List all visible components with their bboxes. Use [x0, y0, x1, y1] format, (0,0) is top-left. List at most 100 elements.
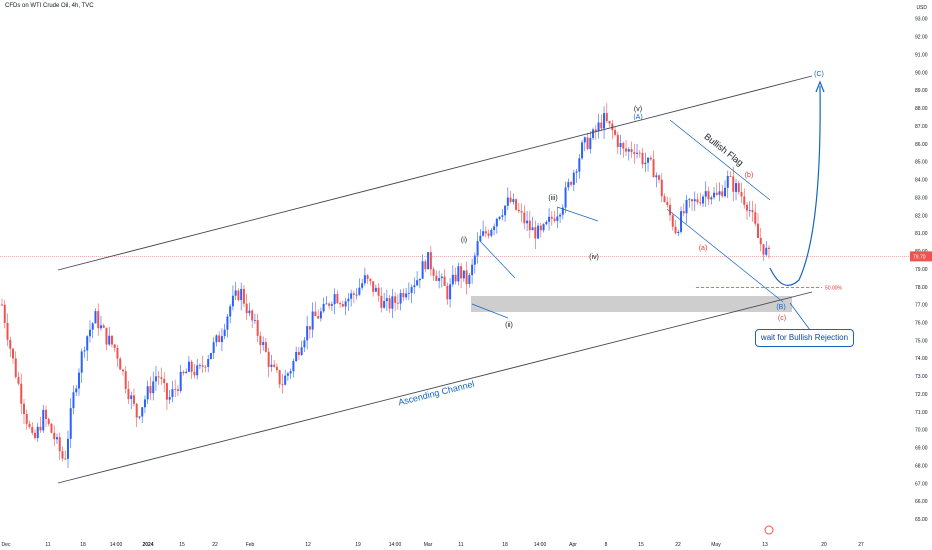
candle-body — [264, 342, 267, 352]
candle-body — [209, 353, 212, 360]
callout-pointer — [789, 302, 811, 331]
candle-body — [652, 159, 655, 178]
y-tick-label: 91.00 — [915, 52, 928, 58]
candle-body — [768, 247, 770, 249]
y-tick-label: 89.00 — [915, 88, 928, 94]
candle-body — [751, 210, 754, 213]
x-tick-label: 12 — [305, 542, 311, 548]
candle-body — [421, 261, 424, 279]
candle-body — [149, 386, 152, 394]
candle-body — [468, 275, 471, 284]
candle-body — [311, 311, 314, 330]
candle-body — [490, 229, 493, 236]
candle-body — [710, 197, 713, 200]
candle-body — [366, 275, 369, 279]
candle-body — [229, 306, 232, 317]
candle-body — [586, 137, 589, 150]
candle-body — [647, 157, 650, 163]
x-tick-label: 2024 — [142, 542, 153, 548]
candle-body — [482, 231, 485, 236]
candle-body — [218, 335, 221, 342]
candle-body — [207, 359, 210, 367]
candle-body — [286, 373, 289, 376]
x-tick-label: 8 — [605, 542, 608, 548]
candle-body — [44, 409, 47, 419]
candle-body — [61, 451, 64, 459]
candle-body — [564, 187, 567, 208]
candle-body — [182, 371, 185, 374]
candle-body — [333, 294, 336, 305]
candle-body — [548, 216, 551, 222]
candle-body — [534, 227, 537, 239]
candle-body — [680, 211, 683, 232]
candle-body — [363, 275, 366, 284]
currency-label: USD — [916, 5, 927, 11]
candle-body — [33, 432, 36, 439]
x-tick-label: 15 — [638, 542, 644, 548]
candle-body — [655, 175, 658, 178]
candle-body — [721, 191, 724, 197]
y-tick-label: 72.00 — [915, 392, 928, 398]
candle-body — [605, 113, 608, 121]
candle-body — [528, 220, 531, 231]
wave-trendline — [479, 240, 516, 279]
candle-body — [638, 152, 641, 154]
candle-body — [72, 392, 75, 409]
candle-body — [757, 223, 760, 238]
candle-body — [688, 199, 691, 201]
candle-body — [1, 304, 3, 306]
candle-body — [240, 288, 243, 301]
candle-body — [361, 283, 364, 288]
candle-body — [669, 204, 672, 216]
y-tick-label: 92.00 — [915, 35, 928, 41]
candle-body — [561, 207, 564, 215]
candle-body — [58, 437, 61, 452]
last-price-tag — [910, 251, 932, 262]
candle-body — [462, 270, 465, 279]
candle-body — [86, 336, 89, 351]
candle-body — [388, 298, 391, 309]
candle-body — [124, 371, 127, 390]
y-tick-label: 90.00 — [915, 70, 928, 76]
wave-label-iv: (iv) — [589, 254, 599, 261]
candle-body — [17, 377, 20, 384]
candle-body — [427, 252, 430, 270]
candle-body — [704, 191, 707, 197]
candle-body — [352, 293, 355, 295]
callout-wait-rejection: wait for Bullish Rejection — [755, 329, 854, 347]
candle-body — [380, 295, 383, 308]
candle-body — [193, 371, 196, 376]
x-tick-label: 11 — [45, 542, 50, 548]
candle-body — [517, 209, 520, 212]
candle-body — [493, 226, 496, 230]
candle-body — [99, 325, 102, 329]
candle-body — [726, 175, 729, 188]
candle-body — [28, 423, 31, 427]
wave-label-b: (b) — [745, 172, 754, 179]
candle-body — [325, 303, 328, 305]
candle-body — [537, 225, 540, 239]
demand-zone — [471, 296, 792, 312]
x-tick-label: 14:00 — [110, 542, 123, 548]
candle-body — [432, 269, 435, 276]
candle-body — [526, 220, 529, 224]
wave-label-a: (a) — [699, 245, 708, 252]
candle-body — [424, 261, 427, 270]
candle-body — [187, 361, 190, 372]
candle-body — [603, 113, 606, 129]
y-tick-label: 93.00 — [915, 17, 928, 23]
candle-body — [132, 395, 135, 404]
candle-body — [658, 175, 661, 180]
y-tick-label: 87.00 — [915, 124, 928, 130]
candle-body — [185, 371, 188, 374]
candle-body — [539, 225, 542, 231]
candle-body — [693, 199, 696, 202]
candle-body — [314, 311, 317, 317]
candle-body — [484, 231, 487, 234]
candle-body — [119, 358, 122, 370]
candle-body — [641, 153, 644, 165]
candle-body — [649, 157, 652, 160]
candle-body — [473, 255, 476, 265]
candle-body — [743, 196, 746, 205]
candle-body — [702, 196, 705, 204]
